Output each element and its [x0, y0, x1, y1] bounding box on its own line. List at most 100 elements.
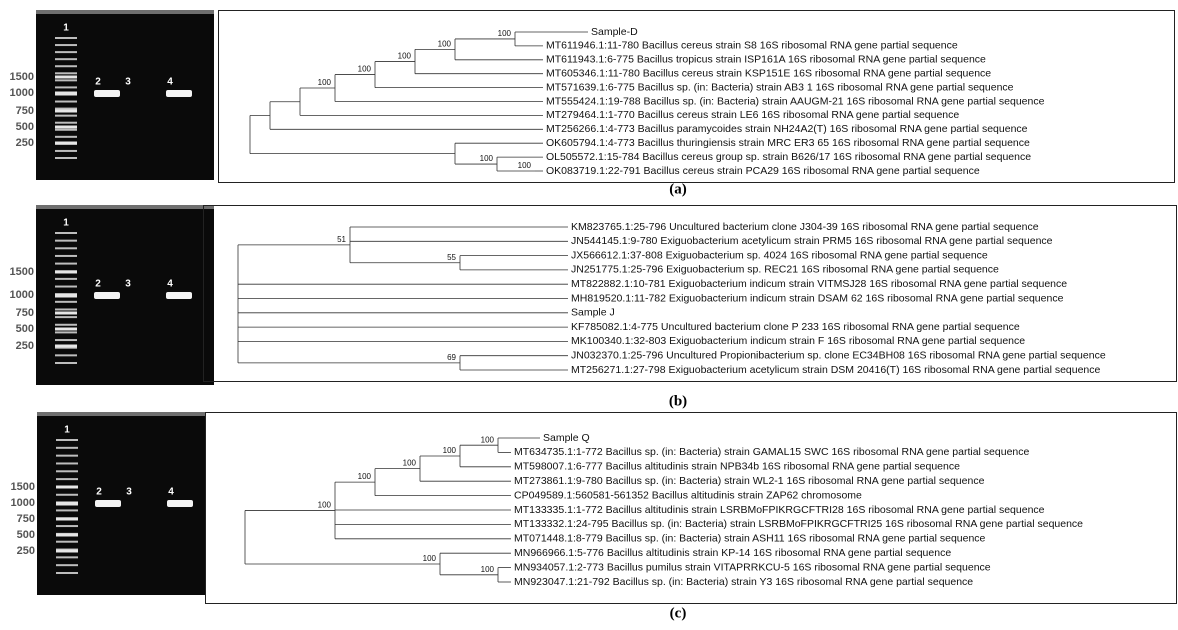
ladder-band	[55, 136, 77, 138]
ladder-band	[55, 126, 77, 129]
leaf-label: MT571639.1:6-775 Bacillus sp. (in: Bacte…	[546, 81, 1014, 93]
ladder-band	[56, 518, 78, 521]
ladder-band	[55, 328, 77, 331]
ladder-band	[56, 447, 78, 449]
ladder-label: 750	[17, 513, 35, 525]
bootstrap-value: 69	[447, 353, 456, 362]
ladder-band	[56, 541, 78, 543]
panel-caption: (c)	[670, 605, 687, 621]
ladder-band	[56, 572, 78, 574]
leaf-label: MN934057.1:2-773 Bacillus pumilus strain…	[514, 561, 991, 573]
ladder-band	[55, 312, 77, 315]
leaf-label: Sample Q	[543, 432, 590, 444]
ladder-band	[55, 271, 77, 274]
ladder-label: 500	[16, 323, 34, 335]
lane-label: 4	[167, 77, 173, 88]
leaf-label: OK605794.1:4-773 Bacillus thuringiensis …	[546, 137, 1030, 149]
ladder-band	[55, 232, 77, 234]
ladder-band	[55, 122, 77, 124]
gel-well-strip	[36, 10, 214, 14]
ladder-band	[55, 79, 77, 81]
leaf-label: CP049589.1:560581-561352 Bacillus altitu…	[514, 489, 862, 501]
ladder-label: 750	[16, 307, 34, 319]
ladder-label: 1500	[11, 481, 35, 493]
leaf-label: MK100340.1:32-803 Exiguobacterium indicu…	[571, 335, 1025, 347]
ladder-band	[55, 339, 77, 341]
lane-label: 2	[96, 487, 102, 498]
ladder-band	[55, 129, 77, 131]
leaf-label: MT071448.1:8-779 Bacillus sp. (in: Bacte…	[514, 533, 986, 545]
leaf-label: JN251775.1:25-796 Exiguobacterium sp. RE…	[571, 264, 999, 276]
leaf-label: MT279464.1:1-770 Bacillus cereus strain …	[546, 109, 959, 121]
ladder-band	[55, 92, 77, 96]
leaf-label: JN032370.1:25-796 Uncultured Propionibac…	[571, 349, 1106, 361]
ladder-band	[55, 150, 77, 152]
ladder-band	[55, 316, 77, 318]
leaf-label: KM823765.1:25-796 Uncultured bacterium c…	[571, 221, 1039, 233]
ladder-band	[56, 486, 78, 489]
bootstrap-value: 100	[518, 161, 532, 170]
bootstrap-value: 100	[318, 501, 332, 510]
ladder-band	[56, 534, 78, 537]
ladder-label: 250	[17, 545, 35, 557]
leaf-label: MT598007.1:6-777 Bacillus altitudinis st…	[514, 461, 960, 473]
bootstrap-value: 100	[398, 52, 412, 61]
ladder-label: 1500	[10, 266, 34, 278]
ladder-band	[55, 286, 77, 288]
ladder-band	[55, 108, 77, 110]
ladder-band	[56, 556, 78, 558]
ladder-label: 500	[17, 529, 35, 541]
ladder-band	[55, 263, 77, 265]
ladder-band	[56, 550, 78, 553]
panel-caption: (b)	[669, 393, 687, 409]
ladder-band	[55, 294, 77, 298]
leaf-label: JN544145.1:9-780 Exiguobacterium acetyli…	[571, 235, 1053, 247]
lane-label: 4	[168, 487, 174, 498]
leaf-label: MT555424.1:19-788 Bacillus sp. (in: Bact…	[546, 95, 1045, 107]
bootstrap-value: 100	[480, 154, 494, 163]
ladder-band	[56, 439, 78, 441]
figure: 150010007505002501234Sample-DMT611946.1:…	[0, 0, 1178, 625]
ladder-band	[55, 101, 77, 103]
ladder-band	[55, 345, 77, 348]
ladder-band	[55, 142, 77, 145]
ladder-band	[56, 509, 78, 511]
bootstrap-value: 100	[358, 472, 372, 481]
ladder-band	[55, 324, 77, 326]
ladder-band	[55, 247, 77, 249]
leaf-label: MT133335.1:1-772 Bacillus altitudinis st…	[514, 504, 1045, 516]
ladder-band	[55, 362, 77, 364]
ladder-band	[55, 110, 77, 113]
ladder-label: 250	[16, 137, 34, 149]
leaf-label: MT634735.1:1-772 Bacillus sp. (in: Bacte…	[514, 446, 1029, 458]
dna-band	[94, 292, 120, 299]
bootstrap-value: 51	[337, 235, 346, 244]
leaf-label: MT605346.1:11-780 Bacillus cereus strain…	[546, 67, 991, 79]
ladder-band	[55, 255, 77, 257]
ladder-band	[55, 58, 77, 60]
ladder-band	[55, 51, 77, 53]
lane-label: 3	[125, 279, 131, 290]
leaf-label: OL505572.1:15-784 Bacillus cereus group …	[546, 151, 1031, 163]
leaf-label: OK083719.1:22-791 Bacillus cereus strain…	[546, 165, 980, 177]
lane-label: 2	[95, 77, 101, 88]
ladder-band	[55, 240, 77, 242]
panel-caption: (a)	[669, 181, 687, 197]
ladder-band	[56, 564, 78, 566]
bootstrap-value: 100	[498, 29, 512, 38]
bootstrap-value: 100	[423, 554, 437, 563]
ladder-band	[55, 278, 77, 280]
leaf-label: Sample J	[571, 307, 615, 319]
leaf-label: MT256271.1:27-798 Exiguobacterium acetyl…	[571, 364, 1101, 376]
leaf-label: KF785082.1:4-775 Uncultured bacterium cl…	[571, 321, 1020, 333]
leaf-label: MH819520.1:11-782 Exiguobacterium indicu…	[571, 292, 1064, 304]
lane-label: 3	[126, 487, 132, 498]
ladder-band	[56, 494, 78, 496]
ladder-band	[56, 455, 78, 457]
bootstrap-value: 100	[443, 446, 457, 455]
ladder-band	[55, 354, 77, 356]
leaf-label: MT611943.1:6-775 Bacillus tropicus strai…	[546, 54, 986, 66]
lane-label: 1	[63, 23, 69, 34]
ladder-label: 750	[16, 105, 34, 117]
ladder-band	[56, 502, 78, 506]
